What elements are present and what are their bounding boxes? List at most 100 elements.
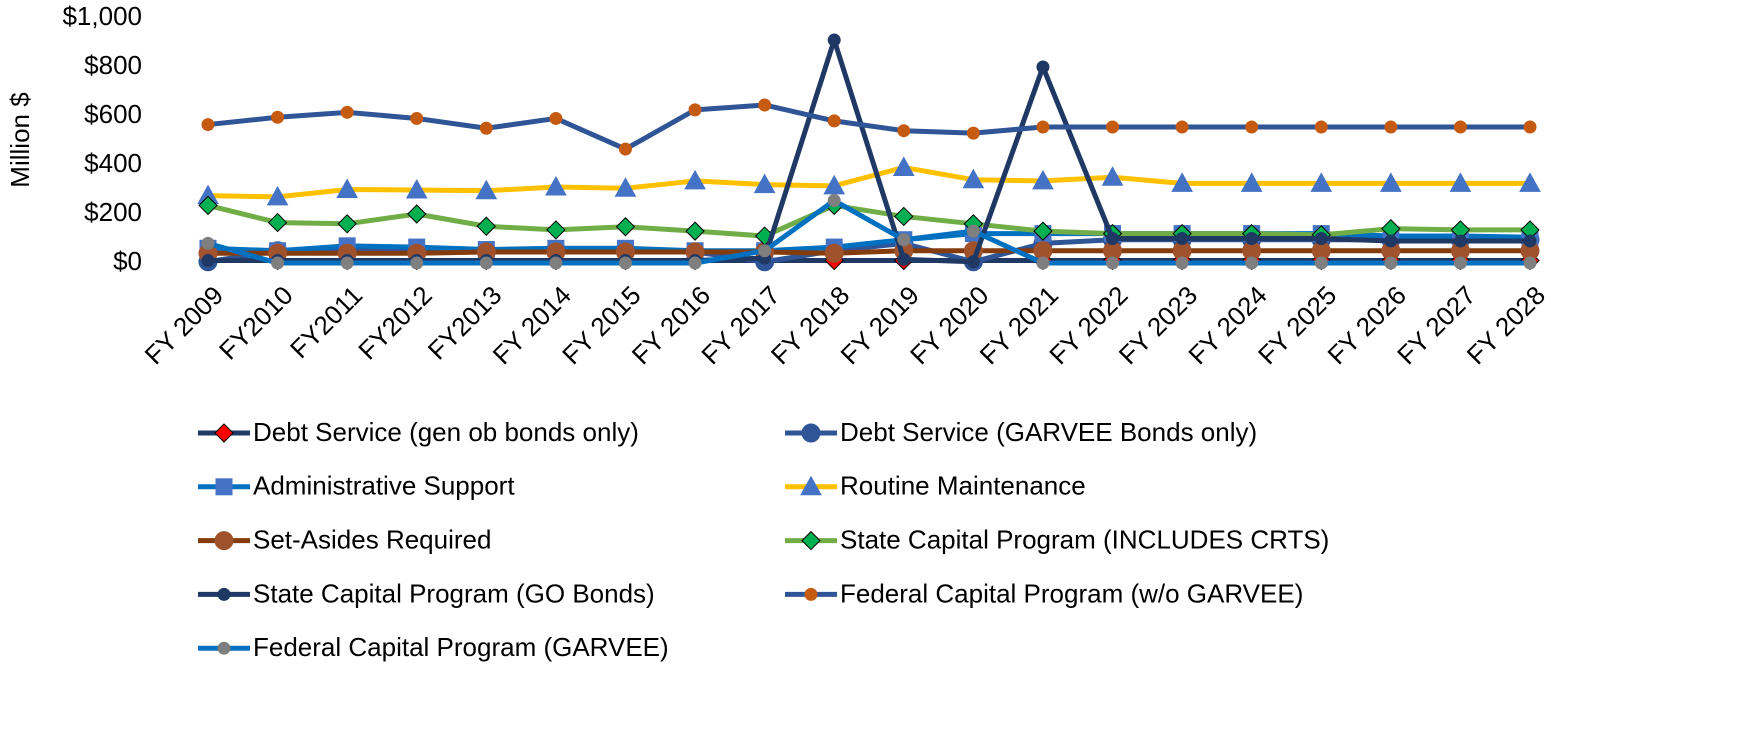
y-tick-label: $200: [84, 197, 142, 227]
x-tick-label: FY2011: [284, 280, 368, 364]
data-point: [405, 178, 428, 199]
legend-marker: [217, 587, 231, 601]
data-point: [479, 121, 493, 135]
legend-marker: [214, 531, 234, 551]
legend-marker: [217, 641, 231, 655]
legend-label: State Capital Program (GO Bonds): [253, 578, 655, 608]
data-point: [1175, 120, 1189, 134]
y-tick-label: $600: [84, 99, 142, 129]
legend-label: Federal Capital Program (w/o GARVEE): [840, 578, 1303, 608]
series-line: [208, 37, 1530, 265]
data-point: [1314, 256, 1328, 270]
data-point: [1314, 120, 1328, 134]
data-point: [1036, 60, 1050, 74]
data-point: [827, 33, 841, 47]
data-point: [892, 156, 915, 176]
data-point: [1384, 234, 1398, 248]
legend-label: Routine Maintenance: [840, 471, 1086, 501]
data-point: [1453, 120, 1467, 134]
data-point: [201, 236, 215, 250]
data-point: [966, 255, 980, 269]
data-point: [1036, 120, 1050, 134]
data-point: [688, 103, 702, 117]
data-point: [1310, 172, 1333, 192]
data-point: [1449, 172, 1472, 192]
data-point: [1245, 232, 1259, 245]
data-point: [1240, 172, 1263, 192]
legend-label: Debt Service (gen ob bonds only): [253, 417, 639, 447]
legend-marker: [801, 423, 821, 443]
x-tick-label: FY 2028: [1461, 280, 1551, 370]
data-point: [1523, 256, 1537, 270]
data-point: [618, 256, 632, 270]
data-point: [1523, 120, 1537, 134]
data-point: [615, 217, 636, 237]
y-tick-label: $1,000: [62, 1, 142, 31]
series-line: [207, 198, 1530, 266]
data-point: [546, 220, 566, 240]
data-point: [410, 256, 424, 270]
legend-marker: [800, 475, 822, 496]
data-point: [1379, 172, 1402, 192]
data-point: [1314, 232, 1328, 245]
data-point: [1245, 256, 1259, 270]
data-point: [410, 111, 424, 125]
data-point: [685, 221, 705, 241]
data-point: [753, 173, 776, 194]
data-point: [476, 216, 497, 236]
data-point: [336, 178, 359, 198]
series-line: [207, 102, 1530, 152]
data-point: [1036, 256, 1050, 270]
data-point: [758, 98, 772, 112]
data-point: [962, 168, 985, 189]
x-tick-label: FY2010: [213, 280, 299, 366]
legend-label: Administrative Support: [253, 471, 515, 501]
data-point: [1171, 172, 1193, 192]
x-tick-label: FY2012: [352, 280, 438, 366]
data-point: [549, 256, 563, 270]
data-point: [271, 110, 285, 124]
data-point: [618, 142, 632, 156]
data-point: [475, 179, 498, 200]
legend-marker: [215, 478, 233, 496]
data-point: [897, 124, 911, 138]
data-point: [479, 256, 493, 270]
y-axis-label: Million $: [5, 92, 35, 188]
data-point: [407, 204, 427, 224]
x-tick-label: FY 2009: [139, 280, 229, 370]
data-point: [1032, 169, 1054, 190]
data-point: [897, 233, 911, 247]
data-point: [1033, 221, 1053, 241]
data-point: [897, 252, 911, 266]
data-point: [266, 185, 289, 206]
data-point: [337, 214, 357, 234]
data-point: [267, 212, 288, 233]
data-point: [827, 194, 841, 208]
data-point: [966, 126, 980, 140]
data-point: [1106, 232, 1120, 245]
legend-marker: [804, 587, 818, 601]
data-point: [340, 256, 354, 270]
data-point: [198, 195, 218, 216]
y-tick-label: $400: [84, 148, 142, 178]
series-line: [207, 164, 1530, 200]
data-point: [684, 169, 706, 190]
data-point: [1101, 166, 1124, 186]
data-point: [824, 243, 844, 263]
data-point: [1175, 232, 1189, 245]
data-point: [1106, 256, 1120, 270]
data-point: [201, 254, 215, 268]
y-tick-label: $0: [113, 246, 142, 276]
data-point: [966, 224, 980, 238]
data-point: [1384, 120, 1398, 134]
legend-label: Federal Capital Program (GARVEE): [253, 632, 669, 662]
data-point: [1453, 234, 1467, 248]
series-line: [207, 202, 1530, 239]
data-point: [549, 111, 563, 125]
data-point: [1453, 256, 1467, 270]
y-tick-label: $800: [84, 50, 142, 80]
data-point: [545, 176, 567, 196]
data-point: [340, 105, 354, 119]
data-point: [1384, 256, 1398, 270]
data-point: [271, 256, 285, 270]
